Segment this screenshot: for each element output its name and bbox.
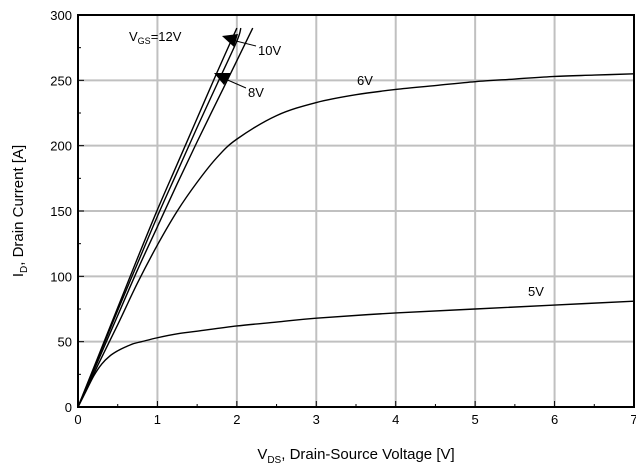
y-tick-label: 200	[50, 139, 72, 154]
x-axis-title: VDS, Drain-Source Voltage [V]	[257, 446, 454, 466]
y-axis-title: ID, Drain Current [A]	[10, 145, 30, 277]
annotation-5v: 5V	[528, 284, 544, 299]
series-line-5v	[77, 300, 635, 408]
y-tick-label: 50	[58, 335, 72, 350]
x-tick-label: 3	[313, 412, 320, 427]
annotation-10v-arrowhead	[222, 34, 238, 47]
annotation-10v: 10V	[258, 43, 281, 58]
series-line-8v	[77, 27, 254, 408]
tick-labels: 0 1 2 3 4 5 6 7 0 50 100 150 200 250 300	[50, 8, 636, 427]
y-tick-label: 150	[50, 204, 72, 219]
curves	[77, 27, 635, 408]
x-tick-label: 0	[74, 412, 81, 427]
annotation-8v-arrowhead	[214, 73, 231, 85]
y-tick-label: 250	[50, 73, 72, 88]
x-tick-label: 7	[630, 412, 636, 427]
x-tick-label: 6	[551, 412, 558, 427]
x-tick-label: 5	[472, 412, 479, 427]
annotation-10v-arrow-line	[231, 39, 257, 47]
x-tick-label: 4	[392, 412, 399, 427]
x-tick-label: 1	[154, 412, 161, 427]
series-line-6v	[77, 73, 635, 408]
grid	[78, 15, 634, 407]
y-tick-label: 0	[65, 400, 72, 415]
annotation-6v: 6V	[357, 73, 373, 88]
y-tick-label: 100	[50, 269, 72, 284]
ticks	[77, 14, 635, 408]
series-line-10v	[77, 27, 242, 408]
annotation-vgs-12v: VGS=12V	[129, 29, 182, 46]
x-tick-label: 2	[233, 412, 240, 427]
annotation-8v: 8V	[248, 85, 264, 100]
y-tick-label: 300	[50, 8, 72, 23]
